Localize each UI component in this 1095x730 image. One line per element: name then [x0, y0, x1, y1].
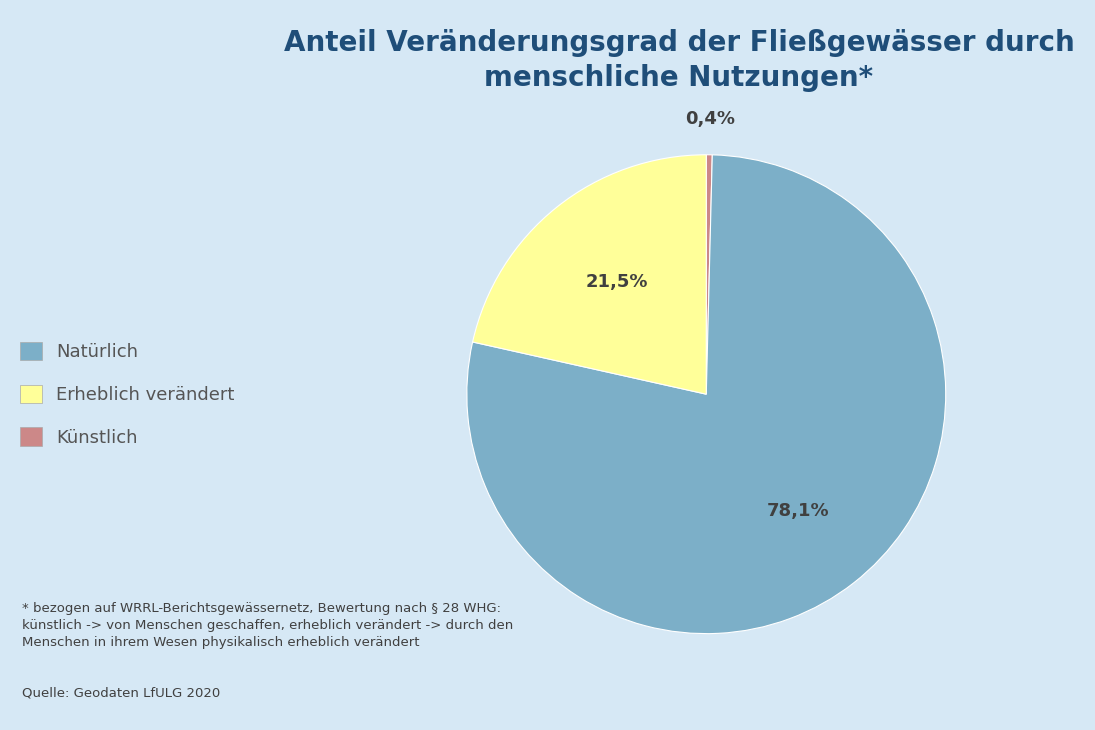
Text: 21,5%: 21,5% [585, 273, 648, 291]
Legend: Natürlich, Erheblich verändert, Künstlich: Natürlich, Erheblich verändert, Künstlic… [20, 342, 234, 447]
Text: Quelle: Geodaten LfULG 2020: Quelle: Geodaten LfULG 2020 [22, 686, 220, 699]
Text: * bezogen auf WRRL-Berichtsgewässernetz, Bewertung nach § 28 WHG:
künstlich -> v: * bezogen auf WRRL-Berichtsgewässernetz,… [22, 602, 514, 649]
Text: Anteil Veränderungsgrad der Fließgewässer durch
menschliche Nutzungen*: Anteil Veränderungsgrad der Fließgewässe… [284, 29, 1074, 92]
Wedge shape [473, 155, 706, 394]
Wedge shape [706, 155, 712, 394]
Text: 0,4%: 0,4% [684, 110, 735, 128]
Wedge shape [466, 155, 946, 634]
Text: 78,1%: 78,1% [766, 502, 829, 520]
